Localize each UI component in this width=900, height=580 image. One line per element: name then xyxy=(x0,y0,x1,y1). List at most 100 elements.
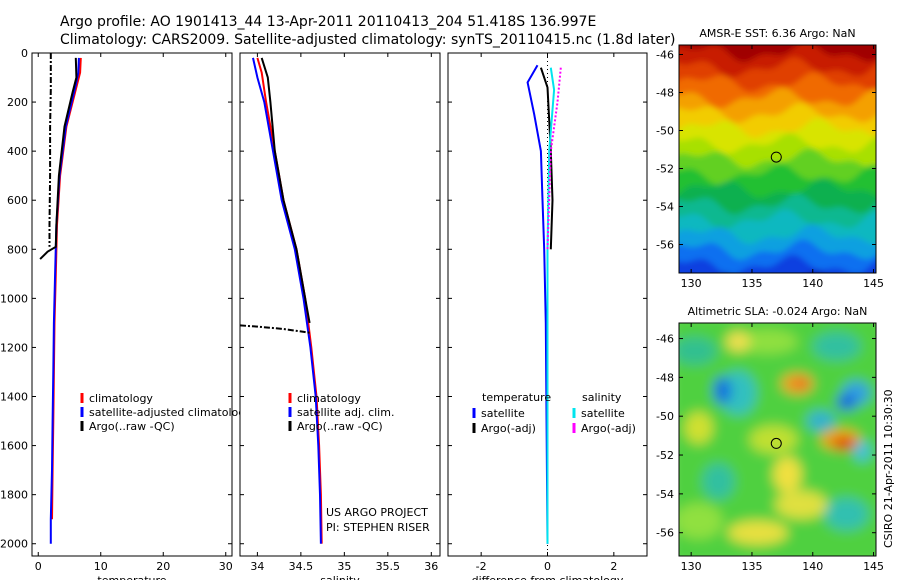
y-tick-label: -48 xyxy=(656,87,674,100)
sla-anomaly xyxy=(702,463,735,500)
x-tick-label: 135 xyxy=(741,560,762,573)
sla-anomaly xyxy=(773,456,802,493)
x-tick-label: 140 xyxy=(802,277,823,290)
map-title: Altimetric SLA: -0.024 Argo: NaN xyxy=(688,305,868,318)
series-line xyxy=(546,67,556,544)
argo-location-marker xyxy=(770,151,782,163)
series-line xyxy=(252,57,322,544)
y-tick-label: -46 xyxy=(656,49,674,62)
x-axis-label: salinity xyxy=(320,574,360,580)
y-tick-label: -50 xyxy=(656,125,674,138)
sla-map-panel: Altimetric SLA: -0.024 Argo: NaN -46 -48 -5… xyxy=(656,305,884,573)
x-tick-label: 145 xyxy=(863,277,884,290)
annotation-text: US ARGO PROJECT xyxy=(326,506,428,519)
argo-location-marker xyxy=(770,437,782,449)
y-tick-label: 400 xyxy=(7,145,28,158)
x-tick-label: 35 xyxy=(337,560,351,573)
legend-label: Argo(..raw -QC) xyxy=(89,420,175,433)
sla-anomaly xyxy=(679,336,717,365)
map-field-blur xyxy=(679,45,876,273)
header-line-1: Argo profile: AO 1901413_44 13-Apr-2011 … xyxy=(60,14,596,30)
series-line xyxy=(546,67,562,250)
x-tick-label: 36 xyxy=(424,560,438,573)
y-tick-label: -52 xyxy=(656,163,674,176)
sla-anomaly xyxy=(812,332,861,361)
sla-anomaly xyxy=(806,410,835,431)
y-tick-label: 1000 xyxy=(0,292,28,305)
y-tick-label: 600 xyxy=(7,194,28,207)
y-tick-label: -54 xyxy=(656,201,674,214)
legend-label: satellite xyxy=(581,407,625,420)
series-line xyxy=(48,53,52,247)
legend-label: Argo(..raw -QC) xyxy=(297,420,383,433)
sla-anomaly xyxy=(836,394,857,411)
sst-band xyxy=(679,239,876,273)
y-tick-label: -54 xyxy=(656,488,674,501)
series-line xyxy=(260,57,311,324)
sla-anomaly xyxy=(824,498,869,531)
series-line xyxy=(49,57,80,544)
map-field xyxy=(679,45,876,273)
x-tick-label: 140 xyxy=(802,560,823,573)
map-frame xyxy=(678,322,877,557)
x-tick-label: 20 xyxy=(156,560,170,573)
legend-label: climatology xyxy=(297,392,361,405)
x-tick-label: 34.5 xyxy=(289,560,314,573)
difference-panel: -2 0 2difference from climatology temperatu… xyxy=(447,52,648,580)
y-tick-label: 1600 xyxy=(0,440,28,453)
sla-anomaly xyxy=(854,441,871,462)
plot-frame xyxy=(31,52,233,557)
y-tick-label: 0 xyxy=(21,47,28,60)
series-line xyxy=(526,64,549,544)
sla-anomaly xyxy=(684,411,713,444)
sla-anomaly xyxy=(793,378,810,389)
legend-header: salinity xyxy=(582,391,622,404)
sla-anomaly xyxy=(727,520,788,545)
x-tick-label: 35.5 xyxy=(376,560,401,573)
sla-anomaly xyxy=(679,503,723,540)
side-note: CSIRO 21-Apr-2011 10:30:30 xyxy=(882,389,895,548)
legend-label: satellite adj. clim. xyxy=(297,406,394,419)
map-frame xyxy=(678,44,877,274)
legend-label: climatology xyxy=(89,392,153,405)
legend-label: Argo(-adj) xyxy=(581,422,636,435)
header-line-2: Climatology: CARS2009. Satellite-adjuste… xyxy=(60,32,675,48)
temperature-panel: 0 200 400 600 800 1000 1200 1400 1600 1800 2000 0 10… xyxy=(0,47,252,580)
x-tick-label: 34 xyxy=(250,560,264,573)
legend-label: satellite xyxy=(481,407,525,420)
sla-anomaly xyxy=(713,376,732,405)
y-tick-label: 2000 xyxy=(0,538,28,551)
series-line xyxy=(239,324,310,334)
legend-header: temperature xyxy=(482,391,551,404)
x-tick-label: 130 xyxy=(681,560,702,573)
sla-anomaly xyxy=(775,490,828,519)
x-axis-label: difference from climatology xyxy=(472,574,624,580)
legend-label: satellite-adjusted climatology xyxy=(89,406,252,419)
y-tick-label: 1200 xyxy=(0,341,28,354)
sla-anomaly xyxy=(737,329,798,354)
series-line xyxy=(39,57,78,260)
x-tick-label: -2 xyxy=(476,560,487,573)
x-tick-label: 130 xyxy=(681,277,702,290)
y-tick-label: 800 xyxy=(7,243,28,256)
y-tick-label: -48 xyxy=(656,371,674,384)
x-tick-label: 2 xyxy=(610,560,617,573)
y-tick-label: -56 xyxy=(656,239,674,252)
legend-label: Argo(-adj) xyxy=(481,422,536,435)
sst-map-panel: AMSR-E SST: 6.36 Argo: NaN -46 -48 -50 -52 -5… xyxy=(656,27,884,290)
y-tick-label: -46 xyxy=(656,333,674,346)
x-tick-label: 30 xyxy=(219,560,233,573)
annotation-text: PI: STEPHEN RISER xyxy=(326,521,430,534)
sst-band xyxy=(679,254,876,273)
y-tick-label: 1400 xyxy=(0,391,28,404)
x-tick-label: 0 xyxy=(35,560,42,573)
x-tick-label: 10 xyxy=(94,560,108,573)
y-tick-label: 1800 xyxy=(0,489,28,502)
x-tick-label: 145 xyxy=(863,560,884,573)
x-axis-label: temperature xyxy=(97,574,166,580)
y-tick-label: -56 xyxy=(656,527,674,540)
map-field xyxy=(679,323,876,556)
salinity-panel: 34 34.5 35 35.5 36 salinity climatologysatelli… xyxy=(239,52,441,580)
y-tick-label: -52 xyxy=(656,449,674,462)
